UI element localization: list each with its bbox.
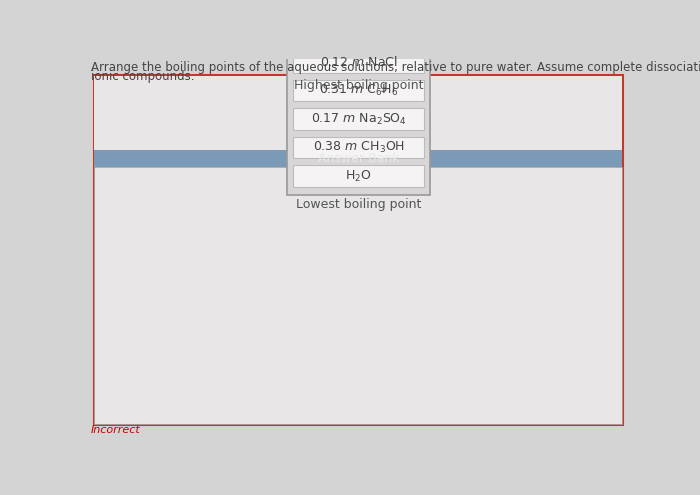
FancyBboxPatch shape bbox=[287, 44, 430, 195]
FancyBboxPatch shape bbox=[293, 108, 424, 130]
FancyBboxPatch shape bbox=[293, 80, 424, 101]
FancyBboxPatch shape bbox=[94, 75, 623, 425]
Text: 0.17 $\mathit{m}$ Na$_2$SO$_4$: 0.17 $\mathit{m}$ Na$_2$SO$_4$ bbox=[311, 111, 407, 127]
FancyBboxPatch shape bbox=[94, 150, 622, 167]
FancyBboxPatch shape bbox=[293, 165, 424, 187]
Text: H$_2$O: H$_2$O bbox=[346, 168, 372, 184]
FancyBboxPatch shape bbox=[94, 76, 622, 150]
Text: Arrange the boiling points of the aqueous solutions, relative to pure water. Ass: Arrange the boiling points of the aqueou… bbox=[90, 61, 700, 74]
Text: Lowest boiling point: Lowest boiling point bbox=[296, 198, 421, 210]
FancyBboxPatch shape bbox=[293, 51, 424, 73]
Text: ionic compounds.: ionic compounds. bbox=[90, 70, 194, 83]
Text: 0.12 $\mathit{m}$ NaCl: 0.12 $\mathit{m}$ NaCl bbox=[320, 55, 398, 69]
Text: Answer Bank: Answer Bank bbox=[318, 152, 399, 165]
Text: 0.38 $\mathit{m}$ CH$_3$OH: 0.38 $\mathit{m}$ CH$_3$OH bbox=[313, 140, 405, 155]
Text: Incorrect: Incorrect bbox=[90, 425, 140, 435]
Text: 0.31 $\mathit{m}$ C$_6$H$_6$: 0.31 $\mathit{m}$ C$_6$H$_6$ bbox=[319, 83, 398, 98]
FancyBboxPatch shape bbox=[94, 167, 622, 424]
Text: Highest boiling point: Highest boiling point bbox=[294, 79, 424, 93]
FancyBboxPatch shape bbox=[293, 137, 424, 158]
